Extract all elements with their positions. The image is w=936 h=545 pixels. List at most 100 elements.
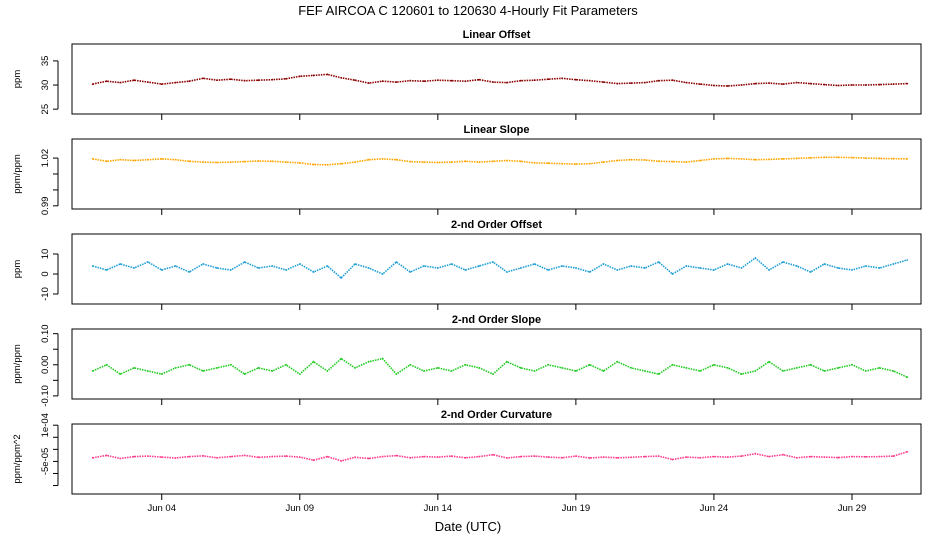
data-point xyxy=(713,269,715,271)
data-point xyxy=(174,367,177,369)
data-point xyxy=(782,83,784,85)
data-point xyxy=(464,456,467,459)
panel-title: Linear Slope xyxy=(463,124,529,136)
data-point xyxy=(312,360,315,363)
data-point xyxy=(492,453,494,456)
data-point xyxy=(906,82,909,85)
data-point xyxy=(464,160,467,163)
data-point xyxy=(243,454,246,457)
data-point xyxy=(699,83,701,85)
data-point xyxy=(367,457,370,460)
data-point xyxy=(160,456,163,458)
data-point xyxy=(685,456,688,458)
data-point xyxy=(340,460,343,462)
data-point xyxy=(354,456,356,459)
panel-title: 2-nd Order Curvature xyxy=(441,409,552,421)
data-point xyxy=(823,456,826,458)
data-point xyxy=(326,163,329,166)
data-point xyxy=(450,370,453,372)
x-tick-label: Jun 09 xyxy=(286,503,315,514)
data-point xyxy=(91,83,94,85)
data-point xyxy=(119,81,122,84)
data-point xyxy=(561,456,563,459)
x-tick-label: Jun 19 xyxy=(562,503,591,514)
data-point xyxy=(713,363,715,366)
data-point xyxy=(809,363,812,366)
data-point xyxy=(519,455,522,458)
data-point xyxy=(202,161,205,164)
data-point xyxy=(91,456,94,459)
data-point xyxy=(285,363,287,366)
data-point xyxy=(602,263,605,265)
data-point xyxy=(243,373,246,375)
panel-title: 2-nd Order Slope xyxy=(452,314,541,326)
data-point xyxy=(726,85,729,87)
data-point xyxy=(795,157,798,160)
data-point xyxy=(616,360,619,363)
data-point xyxy=(851,363,853,366)
plot-frame xyxy=(71,328,922,400)
data-point xyxy=(423,455,425,458)
data-point xyxy=(809,82,812,85)
data-point xyxy=(644,455,646,458)
data-point xyxy=(188,80,191,83)
data-point xyxy=(699,159,701,162)
data-point xyxy=(160,83,163,85)
data-point xyxy=(409,456,412,459)
data-point xyxy=(575,455,577,457)
data-point xyxy=(506,271,508,273)
y-tick-label: 10 xyxy=(40,249,51,260)
data-point xyxy=(105,160,108,163)
data-point xyxy=(547,269,550,271)
data-point xyxy=(450,455,453,457)
data-point xyxy=(588,79,591,82)
plot-frame xyxy=(71,233,922,305)
data-point xyxy=(478,161,481,164)
data-point xyxy=(809,455,812,458)
data-point xyxy=(851,156,853,159)
data-point xyxy=(506,360,508,363)
data-point xyxy=(381,455,384,458)
data-point xyxy=(119,373,122,375)
data-point xyxy=(326,73,329,76)
data-point xyxy=(243,160,246,163)
data-point xyxy=(685,265,688,267)
data-point xyxy=(892,83,895,85)
data-point xyxy=(644,81,646,84)
data-point xyxy=(91,158,94,160)
data-point xyxy=(381,273,384,275)
data-point xyxy=(257,456,260,459)
data-point xyxy=(795,456,798,459)
data-point xyxy=(354,161,356,164)
data-point xyxy=(216,79,218,82)
data-point xyxy=(160,158,163,160)
data-point xyxy=(91,370,94,372)
x-axis-label: Date (UTC) xyxy=(435,519,501,534)
y-tick-label: 0.10 xyxy=(40,324,51,343)
data-point xyxy=(547,162,550,165)
data-point xyxy=(782,453,784,456)
y-axis-label: ppm/ppm xyxy=(12,344,23,384)
data-point xyxy=(216,267,218,269)
data-point xyxy=(478,367,481,369)
data-point xyxy=(257,160,260,162)
data-point xyxy=(174,81,177,84)
data-point xyxy=(229,78,232,81)
data-point xyxy=(367,158,370,161)
data-point xyxy=(423,161,425,164)
data-point xyxy=(533,263,536,265)
data-point xyxy=(671,160,674,163)
data-point xyxy=(713,84,715,87)
data-point xyxy=(533,162,536,164)
data-point xyxy=(105,454,108,457)
data-point xyxy=(561,77,563,80)
data-point xyxy=(864,265,867,267)
data-point xyxy=(271,78,274,81)
panel-2: Linear Slope 0.99 1.02 ppm/ppm xyxy=(12,124,922,215)
data-point xyxy=(754,82,757,85)
x-tick-label: Jun 04 xyxy=(147,503,176,514)
data-point xyxy=(575,163,577,166)
data-point xyxy=(823,83,826,86)
data-point xyxy=(285,77,287,80)
